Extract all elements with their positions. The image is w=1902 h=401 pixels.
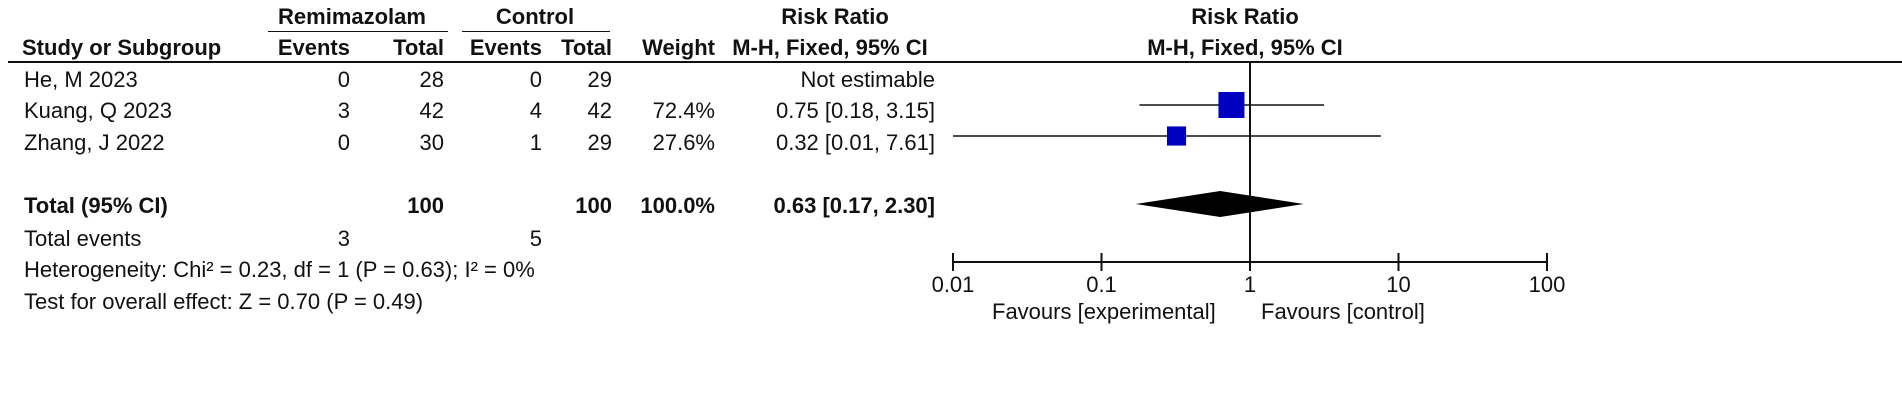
study-total1: 30 [419, 130, 444, 155]
method-column-header-right: M-H, Fixed, 95% CI [1147, 35, 1343, 60]
study-effect-square [1218, 92, 1245, 118]
x-axis-tick-label: 1 [1244, 272, 1256, 297]
study-events1: 0 [337, 67, 350, 92]
events1-column-header: Events [277, 35, 350, 60]
total-ci: 0.63 [0.17, 2.30] [773, 193, 935, 218]
study-ci: 0.75 [0.18, 3.15] [775, 98, 935, 123]
total1-column-header: Total [393, 35, 444, 60]
method-column-header-left: M-H, Fixed, 95% CI [732, 35, 928, 60]
study-total2: 29 [587, 130, 612, 155]
total-events-label: Total events [24, 226, 142, 251]
x-axis-tick-label: 100 [1529, 272, 1566, 297]
study-total2: 29 [587, 67, 612, 92]
study-column-header: Study or Subgroup [22, 35, 222, 60]
study-total1: 28 [419, 67, 444, 92]
study-weight: 72.4% [652, 98, 715, 123]
total-events1: 3 [337, 226, 350, 251]
study-name: Kuang, Q 2023 [24, 98, 173, 123]
study-events1: 0 [337, 130, 350, 155]
study-events2: 4 [529, 98, 542, 123]
group1-underline [268, 31, 448, 32]
total-events2: 5 [529, 226, 542, 251]
total2-column-header: Total [561, 35, 612, 60]
events2-column-header: Events [469, 35, 542, 60]
total-total1: 100 [407, 193, 444, 218]
study-events2: 0 [529, 67, 542, 92]
risk-ratio-header-left: Risk Ratio [781, 4, 889, 29]
x-axis-tick-label: 10 [1386, 272, 1410, 297]
total-total2: 100 [575, 193, 612, 218]
overall-effect-text: Test for overall effect: Z = 0.70 (P = 0… [24, 289, 424, 314]
total-weight: 100.0% [640, 193, 715, 218]
x-axis-tick-label: 0.01 [932, 272, 975, 297]
study-weight: 27.6% [652, 130, 715, 155]
favours-right-label: Favours [control] [1261, 299, 1425, 324]
group2-underline [462, 31, 610, 32]
x-axis-tick-label: 0.1 [1086, 272, 1117, 297]
group2-header: Control [495, 4, 575, 29]
risk-ratio-header-right: Risk Ratio [1191, 4, 1299, 29]
weight-column-header: Weight [642, 35, 715, 60]
study-name: Zhang, J 2022 [24, 130, 165, 155]
pooled-effect-diamond [1135, 191, 1304, 217]
study-name: He, M 2023 [24, 67, 138, 92]
total-label: Total (95% CI) [24, 193, 168, 218]
header-separator [8, 61, 1902, 63]
favours-left-label: Favours [experimental] [992, 299, 1216, 324]
study-total2: 42 [587, 98, 612, 123]
heterogeneity-text: Heterogeneity: Chi² = 0.23, df = 1 (P = … [24, 257, 535, 282]
study-ci: Not estimable [800, 67, 935, 92]
study-effect-square [1166, 126, 1187, 146]
study-total1: 42 [419, 98, 444, 123]
group1-header: Remimazolam [278, 4, 426, 29]
study-ci: 0.32 [0.01, 7.61] [775, 130, 935, 155]
study-events2: 1 [529, 130, 542, 155]
study-events1: 3 [337, 98, 350, 123]
